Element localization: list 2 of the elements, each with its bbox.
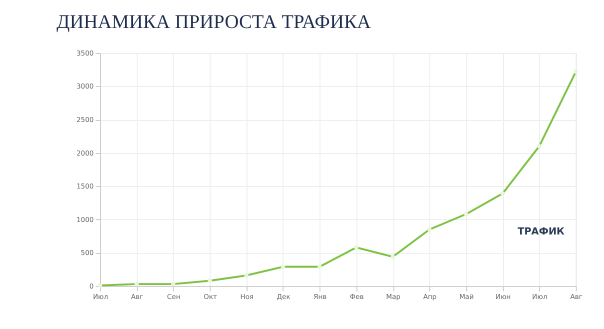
chart-title: ДИНАМИКА ПРИРОСТА ТРАФИКА bbox=[56, 12, 371, 33]
annotation: ТРАФИК bbox=[518, 226, 565, 238]
